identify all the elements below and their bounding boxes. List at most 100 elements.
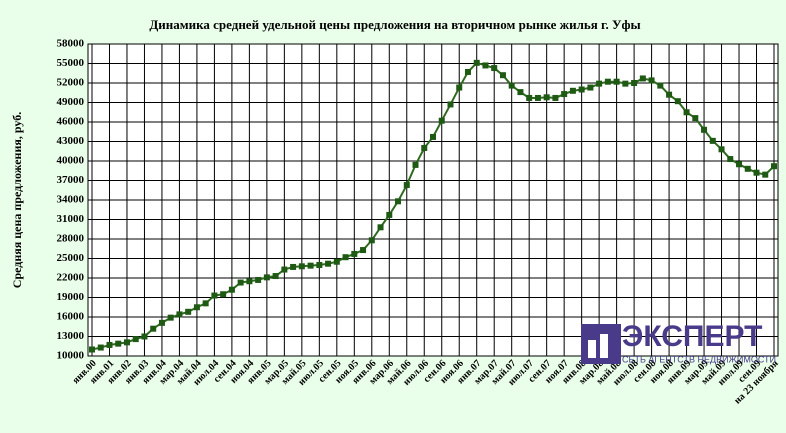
y-axis-label: Средняя цена предложения, руб. [10, 112, 24, 288]
data-point [333, 258, 340, 265]
logo-icon-part [600, 334, 608, 358]
y-tick-label: 28000 [57, 233, 85, 245]
data-point [123, 339, 130, 346]
data-point [753, 169, 760, 176]
logo: ЭКСПЕРТ СЕТЬ АГЕНТСТВ НЕДВИЖИМОСТИ [581, 320, 776, 364]
y-tick-label: 58000 [57, 38, 85, 50]
data-point [351, 250, 358, 257]
data-point [316, 262, 323, 268]
data-point [736, 161, 743, 168]
data-point [202, 300, 209, 307]
y-tick-label: 13000 [57, 330, 85, 342]
data-point [246, 278, 253, 285]
data-point [447, 101, 454, 108]
data-point [193, 304, 200, 311]
data-point [430, 133, 436, 140]
data-point [683, 109, 690, 116]
data-point [220, 291, 227, 298]
y-tick-label: 46000 [57, 116, 85, 128]
data-point [508, 82, 515, 89]
data-point [263, 274, 270, 281]
data-point [158, 319, 165, 326]
y-tick-label: 52000 [57, 77, 85, 89]
data-point [167, 314, 174, 321]
data-point [211, 292, 218, 299]
data-point [727, 156, 734, 163]
data-point [298, 263, 305, 270]
data-point [377, 224, 384, 231]
data-point [360, 247, 367, 254]
data-point [657, 82, 664, 89]
data-point [491, 65, 498, 72]
data-point [499, 72, 506, 79]
y-tick-label: 25000 [57, 252, 85, 264]
y-tick-label: 10000 [57, 350, 85, 362]
logo-tagline: СЕТЬ АГЕНТСТВ НЕДВИЖИМОСТИ [622, 354, 776, 364]
y-tick-label: 37000 [57, 174, 85, 186]
data-point [648, 77, 655, 84]
data-point [255, 276, 262, 283]
data-point [464, 68, 471, 75]
data-point [543, 94, 550, 101]
data-point [674, 98, 681, 105]
data-point [762, 171, 769, 178]
data-point [150, 325, 157, 332]
data-point [587, 84, 594, 91]
data-point [438, 117, 445, 124]
data-point [176, 311, 183, 318]
data-point [132, 336, 139, 343]
data-point [307, 262, 314, 269]
data-point [482, 62, 489, 69]
data-point [386, 211, 393, 218]
data-point [578, 86, 585, 93]
data-point [272, 273, 279, 280]
y-tick-label: 19000 [57, 291, 85, 303]
data-point [666, 91, 673, 98]
data-point [552, 94, 559, 101]
data-point [701, 126, 708, 133]
y-tick-label: 22000 [57, 272, 85, 284]
data-point [97, 344, 104, 351]
data-point [106, 341, 113, 348]
data-point [771, 163, 777, 170]
data-point [115, 340, 122, 347]
data-point [569, 87, 576, 94]
data-point [290, 263, 297, 270]
data-point [403, 182, 410, 189]
y-tick-label: 40000 [57, 155, 85, 167]
y-tick-label: 49000 [57, 96, 85, 108]
y-tick-label: 43000 [57, 135, 85, 147]
data-point [596, 80, 603, 87]
y-tick-label: 31000 [57, 213, 85, 225]
data-point [561, 91, 568, 98]
logo-name: ЭКСПЕРТ [622, 320, 762, 353]
data-point [342, 254, 349, 261]
data-point [368, 237, 375, 244]
data-point [639, 75, 646, 82]
data-point [718, 146, 725, 153]
data-point [141, 333, 148, 340]
chart-title: Динамика средней удельной цены предложен… [149, 17, 640, 32]
data-point [692, 115, 699, 122]
data-point [613, 78, 620, 85]
y-tick-label: 16000 [57, 311, 85, 323]
data-point [421, 145, 428, 151]
data-point [709, 137, 716, 144]
data-point [325, 260, 332, 267]
data-point [412, 161, 419, 168]
plot-border [87, 43, 779, 357]
data-point [228, 286, 235, 293]
logo-icon-part [588, 340, 596, 358]
data-point [526, 94, 533, 101]
data-point [456, 84, 463, 91]
data-point [517, 89, 524, 96]
data-point [631, 80, 638, 86]
data-point [534, 94, 541, 101]
data-point [395, 198, 402, 205]
y-tick-label: 34000 [57, 194, 85, 206]
data-point [622, 80, 629, 87]
data-point [237, 279, 244, 286]
data-point [281, 266, 288, 273]
